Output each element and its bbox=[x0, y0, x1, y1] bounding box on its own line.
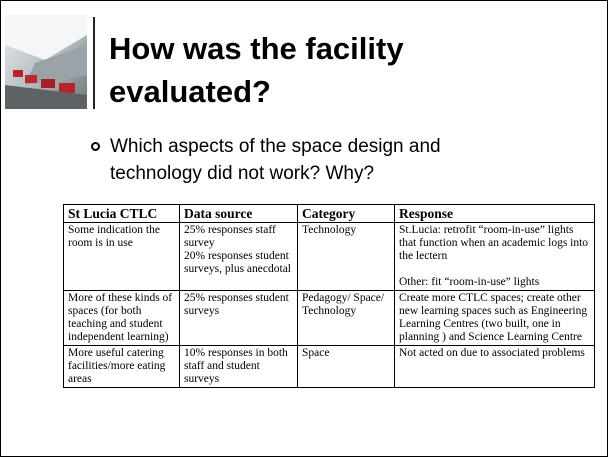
table-row: More of these kinds of spaces (for both … bbox=[63, 290, 595, 346]
slide-title: How was the facility evaluated? bbox=[109, 27, 404, 113]
cell-text: 25% responses student surveys bbox=[184, 292, 289, 317]
header-cell: St Lucia CTLC bbox=[63, 204, 180, 223]
table-cell: More of these kinds of spaces (for both … bbox=[63, 290, 180, 346]
table-cell: 10% responses in both staff and student … bbox=[179, 345, 298, 388]
header-cell: Data source bbox=[179, 204, 298, 223]
cell-text: Not acted on due to associated problems bbox=[399, 347, 585, 359]
photo bbox=[5, 15, 87, 109]
cell-text: Some indication the room is in use bbox=[68, 224, 160, 249]
table-cell: Space bbox=[297, 345, 395, 388]
cell-text: More of these kinds of spaces (for both … bbox=[68, 292, 173, 343]
table-cell: More useful catering facilities/more eat… bbox=[63, 345, 180, 388]
header-row: St Lucia CTLC Data source Category Response bbox=[63, 204, 595, 223]
cell-text: St.Lucia: retrofit “room-in-use” lights … bbox=[399, 224, 589, 262]
cell-text: Technology bbox=[302, 224, 357, 236]
cell-text: Create more CTLC spaces; create other ne… bbox=[399, 292, 588, 343]
table-cell: Pedagogy/ Space/ Technology bbox=[297, 290, 395, 346]
title-line: How was the facility bbox=[109, 31, 404, 66]
table-cell: Some indication the room is in use bbox=[63, 222, 180, 291]
cell-text: More useful catering facilities/more eat… bbox=[68, 347, 166, 385]
bullet-marker bbox=[91, 142, 100, 151]
table-cell: Create more CTLC spaces; create other ne… bbox=[394, 290, 595, 346]
evaluation-table: St Lucia CTLC Data source Category Response… bbox=[63, 204, 595, 388]
table-cell: Technology bbox=[297, 222, 395, 291]
table-cell: 25% responses student surveys bbox=[179, 290, 298, 346]
table-cell: Not acted on due to associated problems bbox=[394, 345, 595, 388]
title-line: evaluated? bbox=[109, 74, 271, 109]
divider bbox=[93, 17, 95, 109]
bullet-text: Which aspects of the space design and te… bbox=[110, 136, 441, 184]
cell-text: 25% responses staff survey bbox=[184, 224, 276, 249]
cell-text: Space bbox=[302, 347, 330, 359]
cell-text: Pedagogy/ Space/ Technology bbox=[302, 292, 385, 317]
header-cell: Category bbox=[297, 204, 395, 223]
bullet: Which aspects of the space design and te… bbox=[91, 133, 511, 187]
table-row: Some indication the room is in use 25% re… bbox=[63, 222, 595, 291]
table-body: Some indication the room is in use 25% re… bbox=[63, 222, 595, 388]
cell-text: Other: fit “room-in-use” lights bbox=[399, 276, 540, 288]
cell-text: 20% responses student surveys, plus anec… bbox=[184, 250, 291, 275]
cell-text: 10% responses in both staff and student … bbox=[184, 347, 288, 385]
table-cell: St.Lucia: retrofit “room-in-use” lights … bbox=[394, 222, 595, 291]
table-cell: 25% responses staff survey 20% responses … bbox=[179, 222, 298, 291]
header-cell: Response bbox=[394, 204, 595, 223]
table-row: More useful catering facilities/more eat… bbox=[63, 345, 595, 388]
